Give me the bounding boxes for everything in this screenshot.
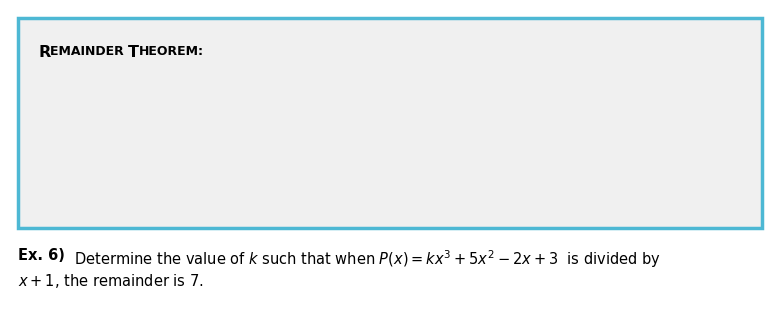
Text: T: T [129,45,140,60]
Text: HEOREM:: HEOREM: [140,45,204,58]
Text: $x + 1$, the remainder is 7.: $x + 1$, the remainder is 7. [18,272,204,290]
FancyBboxPatch shape [18,18,762,228]
Text: Ex. 6): Ex. 6) [18,248,65,263]
Text: EMAINDER: EMAINDER [50,45,129,58]
Text: R: R [38,45,50,60]
Text: Determine the value of $k$ such that when $P(x) = kx^3 + 5x^2 - 2x + 3$  is divi: Determine the value of $k$ such that whe… [65,248,661,270]
